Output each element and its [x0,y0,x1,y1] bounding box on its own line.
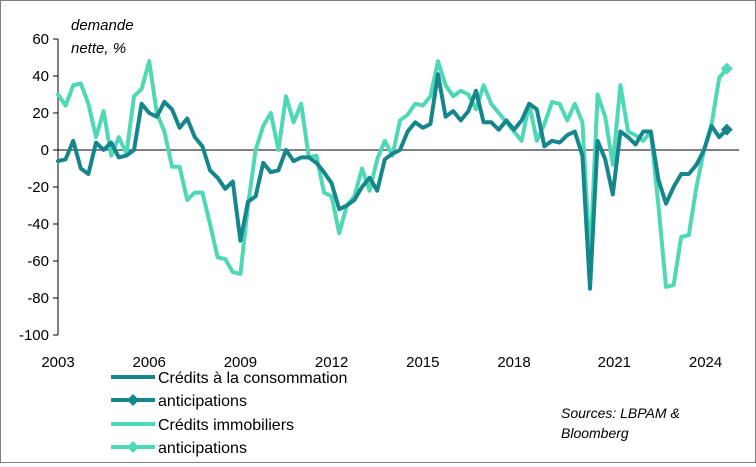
line-credits-immobiliers [56,59,706,289]
series-markers [720,62,733,136]
legend-label-anticipations-consommation: anticipations [158,393,247,410]
source-note-line1: Sources: LBPAM & [561,405,680,421]
y-tick-label: 40 [32,68,49,85]
x-tick-label: 2024 [689,354,722,371]
x-tick-label: 2009 [224,354,257,371]
legend-marker-anticipations-consommation [127,394,139,406]
x-tick-label: 2018 [497,354,530,371]
legend-marker-anticipations-immobiliers [127,441,139,453]
series-lines [56,59,729,291]
y-tick-label: 0 [41,142,49,159]
x-tick-label: 2021 [598,354,631,371]
x-tick-label: 2006 [133,354,166,371]
y-axis-label-line2: nette, % [71,40,126,57]
legend-label-immobiliers: Crédits immobiliers [158,417,294,434]
x-tick-label: 2003 [41,354,74,371]
marker-anticipations-consommation [720,123,733,136]
line-credits-consommation [56,72,706,291]
y-tick-label: -100 [19,327,49,344]
legend-label-anticipations-immobiliers: anticipations [158,440,247,457]
y-tick-label: -40 [27,216,49,233]
x-axis: 2003 2006 2009 2012 2015 2018 2021 2024 [41,149,739,371]
y-tick-label: 60 [32,31,49,48]
x-tick-label: 2015 [406,354,439,371]
y-tick-label: -20 [27,179,49,196]
legend-label-consommation: Crédits à la consommation [158,370,347,387]
source-note-line2: Bloomberg [561,425,629,441]
marker-anticipations-immobiliers [720,62,733,75]
x-tick-label: 2012 [315,354,348,371]
y-tick-label: -80 [27,290,49,307]
line-anticipations-consommation [702,124,729,152]
y-axis-label-line1: demande [71,17,134,34]
y-tick-label: 20 [32,105,49,122]
y-tick-label: -60 [27,253,49,270]
y-axis: 60 40 20 0 -20 -40 -60 -80 -100 [19,31,59,344]
legend: Crédits à la consommation anticipations … [111,370,347,457]
